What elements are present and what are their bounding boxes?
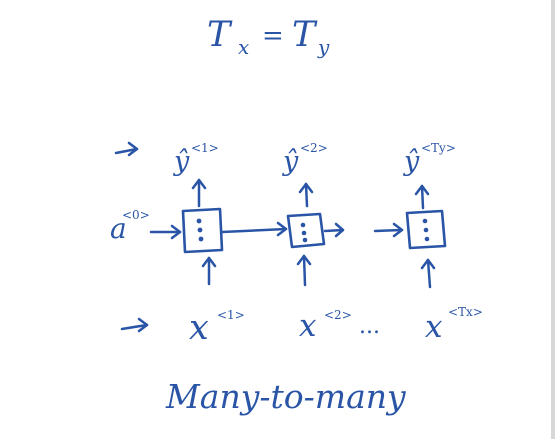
output-label-2-superscript: <2>: [300, 141, 328, 155]
activation-arrow-cell1-to-cell2-head: [276, 221, 288, 237]
input-row-pointer-head: [137, 317, 149, 333]
output-arrow-2: [304, 182, 309, 208]
initial-activation-arrow-head: [170, 224, 182, 240]
right-edge-border: [551, 0, 555, 439]
equation-equals: =: [262, 21, 284, 51]
rnn-cell-2: [286, 212, 326, 249]
activation-arrow-into-cell3-head: [392, 222, 404, 238]
rnn-cell-2-unit-2: [301, 230, 307, 236]
rnn-cell-3-unit-3: [424, 236, 430, 242]
rnn-cell-2-unit-3: [302, 237, 308, 243]
output-labels: ŷ <1> ŷ <2> ŷ <Ty>: [173, 141, 456, 177]
rnn-cell-1-unit-2: [197, 227, 203, 233]
initial-activation-base: a: [110, 212, 127, 245]
output-label-1-base: ŷ: [173, 146, 190, 177]
equation-left-symbol: T: [207, 15, 233, 55]
rnn-cell-2-box: [286, 212, 326, 249]
row-pointer-arrows: [114, 141, 149, 333]
input-label-2-superscript: <2>: [324, 308, 352, 322]
input-label-3-superscript: <Tx>: [448, 305, 483, 319]
output-label-3-base: ŷ: [403, 146, 420, 177]
rnn-cell-1: [181, 207, 224, 254]
equation-tx-equals-ty: T x = T y: [207, 15, 330, 59]
output-arrow-3-head: [414, 184, 430, 196]
output-label-2-base: ŷ: [282, 146, 299, 177]
output-arrow-1-head: [191, 178, 207, 190]
output-label-1-superscript: <1>: [191, 141, 219, 155]
input-ellipsis: ...: [359, 314, 380, 339]
activation-arrow-cell1-to-cell2: [220, 227, 288, 234]
activation-arrows: [220, 221, 404, 238]
rnn-cell-1-unit-3: [198, 236, 204, 242]
output-row-pointer-head: [127, 141, 139, 157]
input-labels: x <1> x <2> ... x <Tx>: [189, 305, 483, 348]
input-arrow-3-head: [420, 258, 436, 270]
input-arrow-2-head: [296, 254, 312, 266]
input-label-1-base: x: [189, 308, 209, 348]
rnn-cell-3-box: [405, 209, 447, 250]
initial-activation-label: a <0>: [110, 208, 182, 245]
activation-arrow-cell2-out: [323, 228, 345, 233]
activation-arrow-into-cell3: [373, 228, 404, 233]
input-arrow-3: [426, 258, 432, 289]
input-arrow-1-head: [201, 256, 217, 268]
input-arrow-2: [302, 254, 307, 287]
equation-right-symbol: T: [292, 15, 318, 55]
output-arrows: [191, 178, 430, 210]
equation-right-subscript: y: [317, 35, 330, 59]
input-label-3-base: x: [425, 309, 443, 345]
output-arrow-2-head: [298, 182, 314, 194]
output-label-3-superscript: <Ty>: [421, 141, 456, 155]
rnn-cell-3-unit-2: [423, 227, 429, 233]
rnn-cell-1-unit-1: [196, 218, 202, 224]
activation-arrow-cell2-out-head: [334, 222, 345, 238]
rnn-cell-2-unit-1: [300, 222, 306, 228]
rnn-cell-3: [405, 209, 447, 250]
rnn-cell-1-box: [181, 207, 224, 254]
input-label-1-superscript: <1>: [217, 308, 245, 322]
initial-activation-superscript: <0>: [122, 208, 150, 222]
output-arrow-3: [420, 184, 425, 210]
equation-left-subscript: x: [238, 35, 249, 59]
rnn-cell-3-unit-1: [422, 218, 428, 224]
diagram-caption: Many-to-many: [165, 377, 406, 416]
input-arrows: [201, 254, 436, 289]
input-label-2-base: x: [299, 308, 317, 344]
